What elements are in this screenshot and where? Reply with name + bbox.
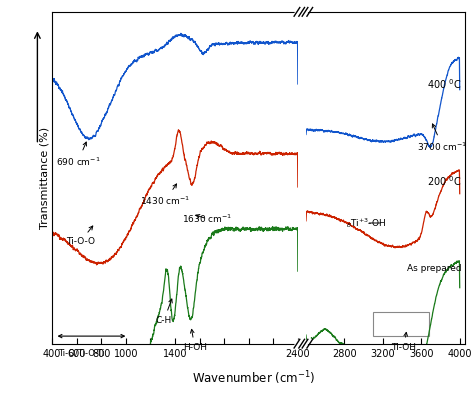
Text: Ti-OH: Ti-OH [392,332,417,352]
Text: 1430 cm$^{-1}$: 1430 cm$^{-1}$ [140,184,191,207]
Text: H-OH: H-OH [182,329,207,352]
Text: 690 cm$^{-1}$: 690 cm$^{-1}$ [55,142,100,168]
Text: C-H: C-H [156,299,172,325]
Text: Ti-O/Ti-O-Ti: Ti-O/Ti-O-Ti [58,348,105,357]
Text: $_\delta$Ti$^{+3}$-OH: $_\delta$Ti$^{+3}$-OH [346,216,386,230]
Text: 400 $^0$C: 400 $^0$C [427,77,462,91]
Text: Wavenumber (cm$^{-1}$): Wavenumber (cm$^{-1}$) [192,369,315,387]
Bar [373,312,429,336]
Text: Ti-O-O: Ti-O-O [66,226,95,246]
Text: 3700 cm$^{-1}$: 3700 cm$^{-1}$ [418,124,468,152]
Y-axis label: Transmittance (%): Transmittance (%) [39,127,49,229]
Text: 200 $^0$C: 200 $^0$C [427,174,462,188]
Text: 1630 cm$^{-1}$: 1630 cm$^{-1}$ [182,213,232,225]
Text: As prepared: As prepared [407,264,462,273]
